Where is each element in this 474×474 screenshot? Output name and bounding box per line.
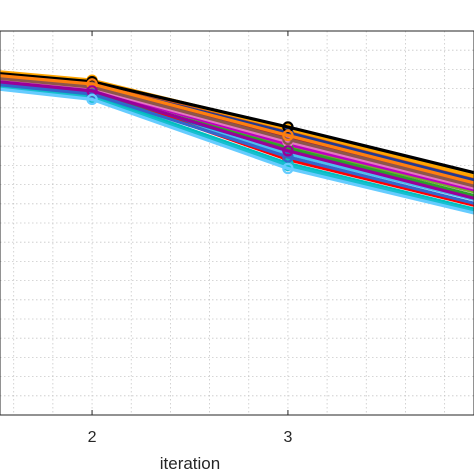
series-line: [0, 86, 474, 213]
series-line: [0, 74, 474, 185]
series-layer: [0, 70, 474, 215]
data-point: [282, 145, 294, 157]
series-line: [0, 76, 474, 188]
data-point: [282, 129, 294, 142]
series-line: [0, 78, 474, 190]
series-line: [0, 78, 474, 192]
series-line: [0, 72, 474, 175]
series-21: [0, 87, 474, 215]
x-axis-title: iteration: [160, 454, 220, 473]
plot-frame: [0, 30, 474, 416]
series-line: [0, 83, 474, 205]
series-line: [0, 80, 474, 200]
series-line: [0, 84, 474, 211]
x-tick-label: 2: [88, 429, 97, 446]
x-tick-label: 3: [283, 429, 292, 446]
data-point: [86, 93, 98, 106]
series-line: [0, 87, 474, 215]
data-point: [282, 162, 294, 175]
